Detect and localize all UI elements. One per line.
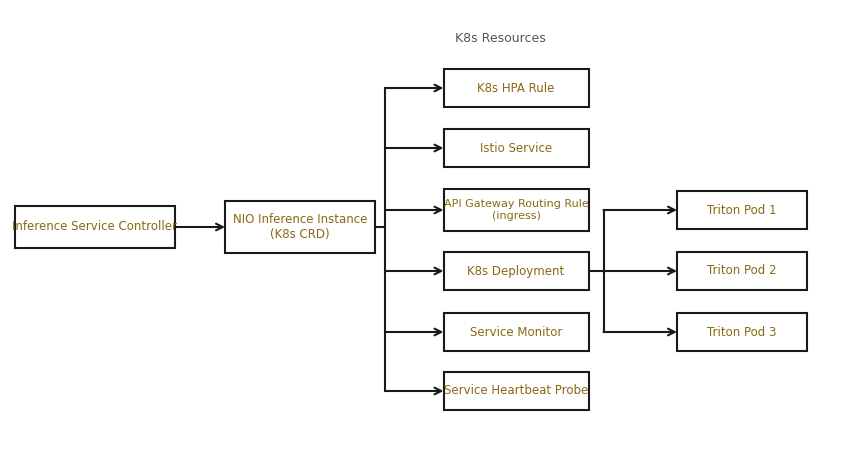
Bar xyxy=(677,313,807,351)
Bar xyxy=(444,129,589,167)
Text: K8s HPA Rule: K8s HPA Rule xyxy=(477,82,555,94)
Bar xyxy=(15,206,175,248)
Text: K8s Resources: K8s Resources xyxy=(455,31,545,44)
Bar xyxy=(444,313,589,351)
Bar xyxy=(677,252,807,290)
Bar xyxy=(444,372,589,410)
Text: API Gateway Routing Rule
(ingress): API Gateway Routing Rule (ingress) xyxy=(444,199,589,221)
Text: Inference Service Controller: Inference Service Controller xyxy=(13,221,177,233)
Text: Istio Service: Istio Service xyxy=(480,142,552,154)
Text: Service Monitor: Service Monitor xyxy=(469,326,562,339)
Bar xyxy=(444,69,589,107)
Text: NIO Inference Instance
(K8s CRD): NIO Inference Instance (K8s CRD) xyxy=(233,213,367,241)
Text: Triton Pod 2: Triton Pod 2 xyxy=(707,265,777,277)
Bar xyxy=(444,252,589,290)
Bar xyxy=(444,189,589,231)
Text: Service Heartbeat Probe: Service Heartbeat Probe xyxy=(444,385,588,398)
Text: Triton Pod 1: Triton Pod 1 xyxy=(707,203,777,217)
Text: Triton Pod 3: Triton Pod 3 xyxy=(707,326,777,339)
Text: K8s Deployment: K8s Deployment xyxy=(468,265,565,277)
Bar xyxy=(677,191,807,229)
Bar xyxy=(225,201,375,253)
